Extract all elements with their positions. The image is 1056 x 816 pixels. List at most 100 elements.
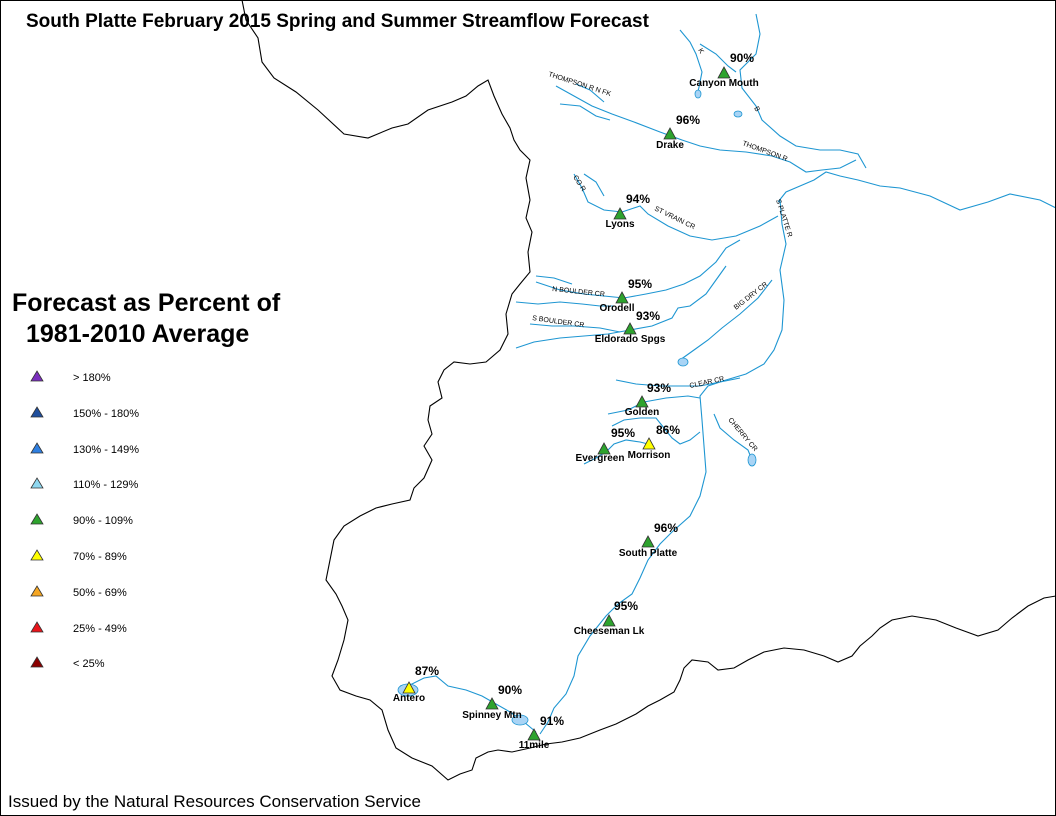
station-percent: 91% <box>540 714 564 728</box>
legend-item-label: 25% - 49% <box>73 622 127 635</box>
triangle-icon <box>30 656 44 668</box>
legend-item: < 25% <box>30 656 230 692</box>
legend-item: 90% - 109% <box>30 513 230 549</box>
station-triangle-icon <box>485 697 499 710</box>
station-triangle-icon <box>642 437 656 450</box>
legend-title-line-1: Forecast as Percent of <box>12 289 281 317</box>
river-label: S BOULDER CR <box>532 315 585 329</box>
station-name: 11mile <box>519 740 550 751</box>
legend-item-label: > 180% <box>73 372 111 384</box>
station-marker: 91% 11mile <box>519 714 565 751</box>
station-triangle-icon <box>717 66 731 79</box>
station-percent: 87% <box>415 664 439 678</box>
station-layer: 90% Canyon Mouth 96% Drake 94% Lyons 95% Orodel… <box>393 51 759 751</box>
legend-item-label: 50% - 69% <box>73 586 127 599</box>
station-name: Morrison <box>628 450 671 461</box>
station-percent: 94% <box>626 192 650 206</box>
station-triangle-icon <box>623 322 637 335</box>
river-label: BIG DRY CR <box>733 281 769 312</box>
legend: Forecast as Percent of 1981-2010 Average… <box>12 288 280 670</box>
station-percent: 95% <box>628 277 652 291</box>
station-name: Canyon Mouth <box>689 78 758 89</box>
station-percent: 90% <box>498 683 522 697</box>
legend-item-label: 150% - 180% <box>73 407 140 420</box>
river-network <box>399 13 1056 735</box>
station-triangle-icon <box>635 395 649 408</box>
river-label: CHERRY CR <box>726 417 758 453</box>
legend-items: > 180% 150% - 180% 130% - 149% 110% - 129% 9… <box>30 370 230 692</box>
station-triangle-icon <box>602 614 616 627</box>
station-percent: 86% <box>656 423 680 437</box>
legend-title: Forecast as Percent of 1981-2010 Average <box>12 288 280 350</box>
legend-item: > 180% <box>30 370 230 406</box>
station-triangle-icon <box>641 535 655 548</box>
legend-item-label: 70% - 89% <box>73 550 127 563</box>
river-label: B <box>752 106 761 114</box>
triangle-icon <box>30 441 44 453</box>
legend-item: 50% - 69% <box>30 585 230 621</box>
legend-item-label: 90% - 109% <box>73 515 133 528</box>
station-percent: 96% <box>676 113 700 127</box>
legend-item: 70% - 89% <box>30 549 230 585</box>
river-label: THOMPSON R <box>741 140 788 163</box>
triangle-icon <box>30 513 44 525</box>
station-percent: 93% <box>647 381 671 395</box>
legend-item: 25% - 49% <box>30 620 230 657</box>
station-marker: 95% Cheeseman Lk <box>574 599 645 637</box>
station-name: Cheeseman Lk <box>574 626 645 637</box>
river-label: ST VRAIN CR <box>653 206 696 232</box>
triangle-icon <box>30 406 44 418</box>
station-marker: 94% Lyons <box>605 192 650 230</box>
station-percent: 90% <box>730 51 754 65</box>
station-name: Spinney Mtn <box>462 710 521 721</box>
station-name: Antero <box>393 693 425 704</box>
station-name: Lyons <box>605 219 635 230</box>
station-marker: 96% Drake <box>656 113 700 151</box>
station-marker: 86% Morrison <box>628 423 681 461</box>
triangle-icon <box>30 585 44 597</box>
legend-title-line-2: 1981-2010 Average <box>26 320 250 348</box>
station-name: Golden <box>625 407 659 418</box>
station-marker: 93% Eldorado Spgs <box>595 309 666 345</box>
station-marker: 96% South Platte <box>619 521 679 559</box>
river-label: THOMPSON R N FK <box>547 71 612 98</box>
station-triangle-icon <box>613 207 627 220</box>
river-label: CO R <box>571 174 586 193</box>
station-marker: 93% Golden <box>625 381 672 418</box>
legend-item: 130% - 149% <box>30 441 230 478</box>
station-triangle-icon <box>527 728 541 741</box>
legend-item: 150% - 180% <box>30 406 230 442</box>
legend-item-label: < 25% <box>73 658 105 671</box>
station-triangle-icon <box>615 291 629 304</box>
station-marker: 95% Orodell <box>599 277 652 314</box>
triangle-icon <box>30 477 44 489</box>
station-name: Drake <box>656 140 684 151</box>
station-name: Orodell <box>599 303 634 314</box>
station-percent: 95% <box>611 426 635 440</box>
basin-boundary <box>241 0 1056 781</box>
station-name: South Platte <box>619 548 678 559</box>
triangle-icon <box>30 370 44 382</box>
station-percent: 96% <box>654 521 678 535</box>
river-label: K <box>696 48 705 56</box>
legend-item: 110% - 129% <box>30 477 230 513</box>
station-percent: 93% <box>636 309 660 323</box>
triangle-icon <box>30 620 44 632</box>
station-name: Eldorado Spgs <box>595 334 666 345</box>
map-title: South Platte February 2015 Spring and Su… <box>26 11 649 32</box>
river-label: N BOULDER CR <box>552 286 605 298</box>
triangle-icon <box>30 549 44 561</box>
station-marker: 90% Spinney Mtn <box>462 683 522 721</box>
station-marker: 95% Evergreen <box>576 426 636 464</box>
station-marker: 87% Antero <box>393 664 439 704</box>
station-triangle-icon <box>663 127 677 140</box>
footer-credit: Issued by the Natural Resources Conserva… <box>8 792 421 811</box>
station-triangle-icon <box>597 442 611 455</box>
legend-item-label: 130% - 149% <box>73 443 140 456</box>
station-marker: 90% Canyon Mouth <box>689 51 758 89</box>
station-triangle-icon <box>402 681 416 694</box>
station-name: Evergreen <box>576 453 625 464</box>
legend-item-label: 110% - 129% <box>73 479 139 492</box>
station-percent: 95% <box>614 599 638 613</box>
